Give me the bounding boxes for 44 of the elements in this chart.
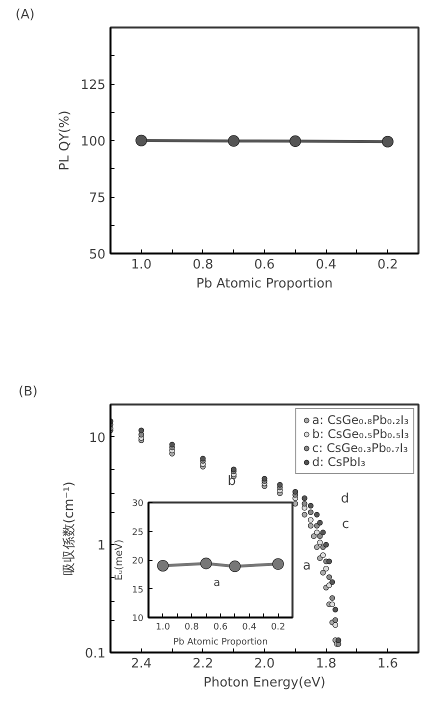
y-axis-title: Eᵤ(meV) bbox=[114, 539, 126, 580]
x-tick-label: 0.2 bbox=[270, 622, 286, 632]
x-tick-label: 0.8 bbox=[192, 258, 214, 272]
legend-label: d: CsPbI₃ bbox=[312, 455, 366, 469]
y-axis-title: PL QY(%) bbox=[58, 110, 73, 170]
x-tick-label: 2.2 bbox=[192, 656, 214, 672]
y-tick-label: 25 bbox=[132, 528, 144, 538]
y-tick-label: 75 bbox=[88, 191, 106, 206]
y-tick-label: 125 bbox=[80, 78, 106, 93]
chart-title: (A) bbox=[16, 8, 35, 22]
x-tick-label: 0.2 bbox=[377, 258, 398, 272]
x-tick-label: 0.4 bbox=[316, 258, 336, 272]
annotation: a bbox=[214, 576, 220, 589]
x-tick-label: 1.8 bbox=[316, 656, 336, 672]
x-axis-title: Pb Atomic Proportion bbox=[196, 276, 333, 292]
x-tick-label: 1.0 bbox=[156, 622, 170, 632]
y-tick-label: 1 bbox=[97, 538, 106, 554]
x-tick-label: 0.4 bbox=[242, 622, 257, 632]
chart-title: (B) bbox=[18, 384, 38, 400]
x-axis-title: Pb Atomic Proportion bbox=[173, 638, 268, 648]
y-tick-label: 0.1 bbox=[84, 646, 106, 662]
x-tick-label: 2.0 bbox=[254, 656, 275, 672]
legend-label: b: CsGe₀.₅Pb₀.₅I₃ bbox=[312, 427, 409, 441]
annotation: b bbox=[228, 474, 236, 489]
y-tick-label: 10 bbox=[88, 430, 106, 446]
annotation: c bbox=[342, 516, 350, 532]
x-tick-label: 1.6 bbox=[377, 656, 398, 672]
y-tick-label: 20 bbox=[132, 556, 144, 566]
annotation: d bbox=[340, 491, 350, 506]
x-tick-label: 0.6 bbox=[254, 258, 275, 272]
legend-label: a: CsGe₀.₈Pb₀.₂I₃ bbox=[312, 413, 409, 427]
legend-label: c: CsGe₀.₃Pb₀.₇I₃ bbox=[312, 441, 408, 455]
y-tick-label: 10 bbox=[132, 614, 144, 624]
y-axis-title: 吸収係数(cm⁻¹) bbox=[62, 481, 77, 576]
y-tick-label: 15 bbox=[132, 585, 144, 596]
x-tick-label: 1.0 bbox=[130, 258, 152, 272]
y-tick-label: 50 bbox=[88, 248, 106, 262]
y-tick-label: 30 bbox=[132, 499, 144, 509]
annotation: a bbox=[302, 558, 311, 574]
y-tick-label: 100 bbox=[80, 134, 106, 150]
x-axis-title: Photon Energy(eV) bbox=[204, 676, 326, 690]
x-tick-label: 0.6 bbox=[213, 622, 228, 632]
x-tick-label: 2.4 bbox=[130, 656, 152, 672]
x-tick-label: 0.8 bbox=[184, 622, 200, 632]
